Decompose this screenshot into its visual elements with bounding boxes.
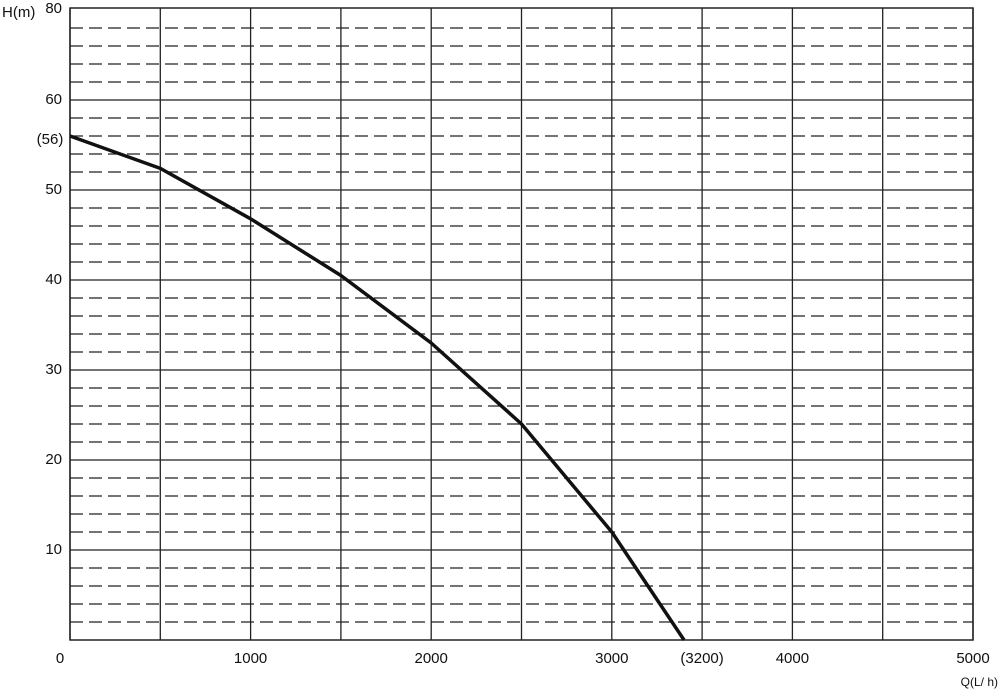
y-tick-label: 20 bbox=[45, 451, 62, 468]
annotation: (3200) bbox=[680, 650, 723, 667]
x-tick-label: 5000 bbox=[956, 650, 989, 667]
y-axis-label: H(m) bbox=[2, 4, 35, 21]
x-tick-label: 0 bbox=[56, 650, 64, 667]
x-tick-label: 2000 bbox=[415, 650, 448, 667]
y-tick-label: 40 bbox=[45, 271, 62, 288]
y-tick-label: 50 bbox=[45, 181, 62, 198]
x-tick-label: 4000 bbox=[776, 650, 809, 667]
y-top-label: 80 bbox=[45, 0, 62, 17]
y-tick-label: 10 bbox=[45, 541, 62, 558]
y-tick-label: 30 bbox=[45, 361, 62, 378]
x-axis-label: Q(L/ h) bbox=[961, 675, 998, 689]
plot-frame bbox=[69, 7, 974, 641]
annotation: (56) bbox=[37, 131, 64, 148]
x-tick-label: 1000 bbox=[234, 650, 267, 667]
y-tick-label: 60 bbox=[45, 91, 62, 108]
x-tick-label: 3000 bbox=[595, 650, 628, 667]
curve bbox=[69, 134, 686, 641]
